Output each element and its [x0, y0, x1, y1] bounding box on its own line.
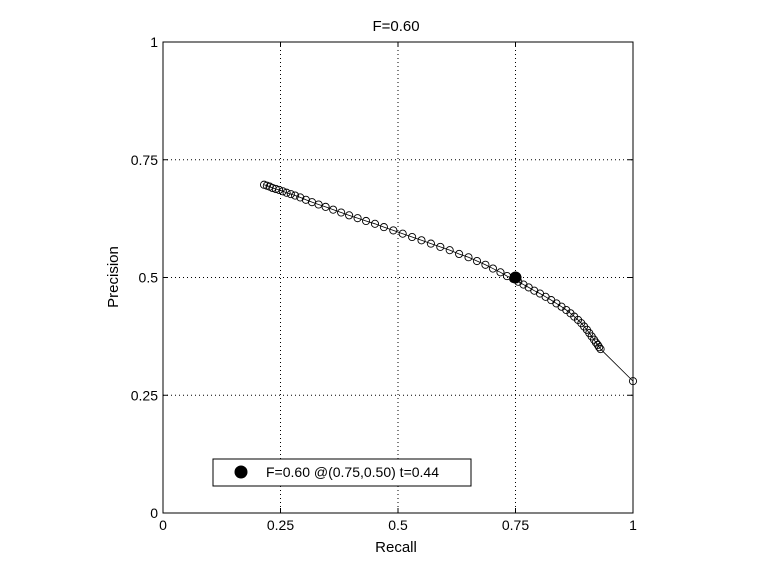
y-tick-label: 1 [150, 34, 158, 50]
data-point [445, 246, 454, 255]
data-point [353, 214, 362, 223]
x-tick-label: 0.75 [502, 517, 529, 533]
data-point [593, 340, 602, 349]
data-point [345, 211, 354, 220]
data-point [321, 202, 330, 211]
data-point [389, 226, 398, 235]
highlight-group [509, 271, 522, 284]
curve-line-group [263, 184, 634, 382]
data-point [314, 200, 323, 209]
data-point [481, 260, 490, 269]
x-tick-label: 0.25 [267, 517, 294, 533]
legend-box [212, 458, 472, 487]
x-tick-label: 0 [159, 517, 167, 533]
data-point [379, 223, 388, 232]
data-point [595, 343, 604, 352]
data-point [271, 184, 280, 194]
data-point [519, 280, 528, 289]
data-point [496, 268, 505, 277]
y-tick-label: 0.5 [139, 270, 159, 286]
legend: F=0.60 @(0.75,0.50) t=0.44 [212, 458, 472, 487]
legend-label: F=0.60 @(0.75,0.50) t=0.44 [266, 464, 439, 480]
data-point [337, 208, 346, 217]
data-point [329, 205, 338, 214]
x-tick-label: 0.5 [388, 517, 408, 533]
x-tick-label: 1 [629, 517, 637, 533]
data-point [596, 345, 605, 354]
data-point [436, 242, 445, 251]
data-point [275, 185, 284, 194]
y-axis-label: Precision [105, 246, 122, 308]
data-point [282, 188, 291, 197]
data-point [417, 236, 426, 245]
x-axis-label: Recall [375, 539, 417, 556]
data-point [278, 187, 287, 196]
chart-title: F=0.60 [372, 18, 419, 35]
legend-marker [234, 465, 248, 479]
data-point [472, 256, 482, 266]
data-point [455, 249, 464, 258]
y-ticks: 0 0.25 0.5 0.75 1 [131, 34, 633, 521]
highlight-point [509, 271, 522, 284]
data-point [291, 191, 300, 200]
data-point [464, 253, 473, 262]
data-point [361, 216, 371, 226]
data-points [259, 180, 638, 386]
data-point [426, 239, 435, 248]
data-point [488, 264, 497, 273]
data-point [370, 219, 380, 228]
y-tick-label: 0.75 [131, 152, 158, 168]
data-point [408, 232, 417, 242]
y-tick-label: 0.25 [131, 387, 158, 403]
x-ticks: 0 0.25 0.5 0.75 1 [159, 42, 637, 533]
data-point [398, 229, 407, 238]
grid-lines [163, 42, 633, 513]
data-point [296, 193, 305, 202]
y-tick-label: 0 [150, 505, 158, 521]
curve-line [263, 184, 634, 382]
data-point [286, 190, 295, 199]
